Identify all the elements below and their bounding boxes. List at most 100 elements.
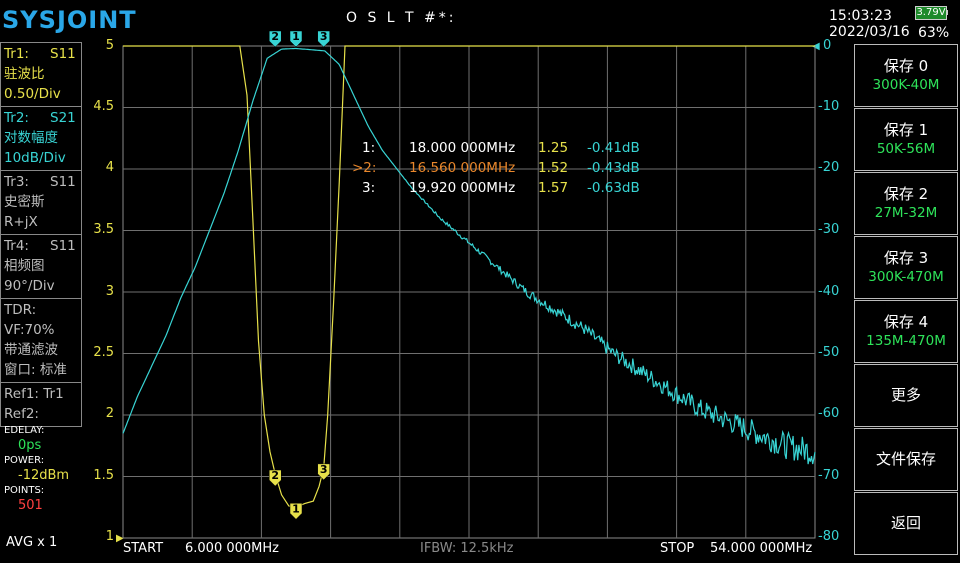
y-right-tick: -60 <box>818 406 840 421</box>
softkey-menu: 保存 0 300K-40M 保存 1 50K-56M 保存 2 27M-32M … <box>854 44 958 556</box>
trace-1-box[interactable]: Tr1: S11 驻波比 0.50/Div <box>0 42 82 106</box>
loss-trace-line <box>122 47 816 465</box>
marker-flag-loss-1 <box>289 30 303 48</box>
marker-1-label: 1: <box>362 140 376 156</box>
marker-2-label: >2: <box>352 160 377 176</box>
edelay-value[interactable]: 0ps <box>18 438 42 453</box>
y-right-tick: -10 <box>818 99 840 114</box>
trace-3-box[interactable]: Tr3: S11 史密斯 R+jX <box>0 170 82 234</box>
y-left-tick: 3 <box>105 284 114 299</box>
marker-3-label: 3: <box>362 180 376 196</box>
trace-1-scale: 0.50/Div <box>4 86 61 102</box>
trace-4-box[interactable]: Tr4: S11 相频图 90°/Div <box>0 234 82 298</box>
softkey-sub: 27M-32M <box>874 205 938 222</box>
marker-3-swr: 1.57 <box>538 180 569 196</box>
marker-flag-swr-1 <box>289 503 303 520</box>
trace-3-param: S11 <box>50 174 76 190</box>
marker-flag-swr-3 <box>317 463 330 481</box>
marker-flag-swr-3-label: 3 <box>320 463 328 476</box>
marker-2-db: -0.43dB <box>587 160 640 176</box>
ref1-label: Ref1: Tr1 <box>4 386 64 402</box>
softkey-title: 返回 <box>890 514 921 533</box>
tdr-filter: 带通滤波 <box>4 342 58 358</box>
trace-4-param: S11 <box>50 238 76 254</box>
trace-3-id: Tr3: <box>4 174 29 190</box>
softkey-title: 保存 4 <box>883 313 929 332</box>
save-4-button[interactable]: 保存 4 135M-470M <box>854 300 958 363</box>
marker-flag-loss-3 <box>317 30 330 48</box>
trace-2-box[interactable]: Tr2: S21 对数幅度 10dB/Div <box>0 106 82 170</box>
y-right-tick: -50 <box>818 345 840 360</box>
ref-left-arrow-icon: ▶ <box>116 533 124 544</box>
softkey-title: 保存 0 <box>883 57 929 76</box>
save-0-button[interactable]: 保存 0 300K-40M <box>854 44 958 107</box>
calibration-status: O S L T #*: <box>346 10 457 26</box>
marker-1-swr: 1.25 <box>538 140 569 156</box>
trace-4-id: Tr4: <box>4 238 29 254</box>
trace-1-id: Tr1: <box>4 46 29 62</box>
y-left-tick: 4.5 <box>93 99 114 114</box>
settings-panel: EDELAY: 0ps POWER: -12dBm POINTS: 501 <box>4 424 69 514</box>
save-2-button[interactable]: 保存 2 27M-32M <box>854 172 958 235</box>
stop-frequency[interactable]: 54.000 000MHz <box>710 541 813 556</box>
marker-3-freq: 19.920 000MHz <box>409 180 516 196</box>
softkey-title: 更多 <box>890 386 921 405</box>
marker-flag-swr-2-label: 2 <box>271 469 279 482</box>
marker-2-swr: 1.52 <box>538 160 569 176</box>
tdr-box[interactable]: TDR: VF:70% 带通滤波 窗口: 标准 <box>0 298 82 382</box>
save-1-button[interactable]: 保存 1 50K-56M <box>854 108 958 171</box>
softkey-sub: 300K-470M <box>868 269 944 286</box>
more-button[interactable]: 更多 <box>854 364 958 427</box>
trace-4-format: 相频图 <box>4 258 45 274</box>
trace-panel: Tr1: S11 驻波比 0.50/Div Tr2: S21 对数幅度 10dB/D… <box>0 42 82 427</box>
softkey-title: 文件保存 <box>875 450 936 469</box>
averaging-status[interactable]: AVG x 1 <box>6 535 58 550</box>
marker-flag-loss-2-label: 2 <box>271 30 279 43</box>
y-left-tick: 1 <box>105 529 114 544</box>
start-frequency[interactable]: 6.000 000MHz <box>185 541 279 556</box>
marker-flag-loss-2 <box>268 30 282 48</box>
y-left-tick: 2.5 <box>93 345 114 360</box>
date-readout: 2022/03/16 <box>829 24 910 40</box>
brand-logo: SYSJOINT <box>2 6 137 34</box>
clock: 15:03:23 2022/03/16 <box>829 8 910 40</box>
marker-flag-swr-2 <box>268 469 282 487</box>
y-left-tick: 2 <box>105 406 114 421</box>
ref-right-arrow-icon: ◀ <box>812 41 820 52</box>
y-left-tick: 3.5 <box>93 222 114 237</box>
file-save-button[interactable]: 文件保存 <box>854 428 958 491</box>
trace-1-format: 驻波比 <box>4 66 45 82</box>
marker-3-db: -0.63dB <box>587 180 640 196</box>
y-right-tick: -30 <box>818 222 840 237</box>
trace-2-param: S21 <box>50 110 76 126</box>
power-value[interactable]: -12dBm <box>18 468 70 483</box>
y-left-tick: 1.5 <box>93 468 114 483</box>
marker-2-freq: 16.560 000MHz <box>409 160 516 176</box>
softkey-sub: 135M-470M <box>866 333 946 350</box>
trace-2-scale: 10dB/Div <box>4 150 66 166</box>
points-value[interactable]: 501 <box>18 498 43 513</box>
save-3-button[interactable]: 保存 3 300K-470M <box>854 236 958 299</box>
edelay-label: EDELAY: <box>4 425 45 436</box>
marker-1-freq: 18.000 000MHz <box>409 140 516 156</box>
battery-percent: 63% <box>918 25 950 41</box>
ref-box[interactable]: Ref1: Tr1 Ref2: <box>0 382 82 427</box>
y-right-tick: -70 <box>818 468 840 483</box>
softkey-title: 保存 2 <box>883 185 929 204</box>
stop-label: STOP <box>660 541 695 556</box>
time-readout: 15:03:23 <box>829 8 892 24</box>
y-right-tick: -40 <box>818 284 840 299</box>
y-right-tick: -80 <box>818 529 840 544</box>
tdr-window: 窗口: 标准 <box>4 362 67 378</box>
back-button[interactable]: 返回 <box>854 492 958 555</box>
tdr-vf: VF:70% <box>4 322 55 338</box>
ifbw-readout[interactable]: IFBW: 12.5kHz <box>420 541 514 556</box>
softkey-sub: 300K-40M <box>872 77 940 94</box>
tdr-title: TDR: <box>4 302 37 318</box>
trace-1-param: S11 <box>50 46 76 62</box>
start-label: START <box>123 541 164 556</box>
trace-2-id: Tr2: <box>4 110 29 126</box>
marker-1-db: -0.41dB <box>587 140 640 156</box>
points-label: POINTS: <box>4 485 45 496</box>
